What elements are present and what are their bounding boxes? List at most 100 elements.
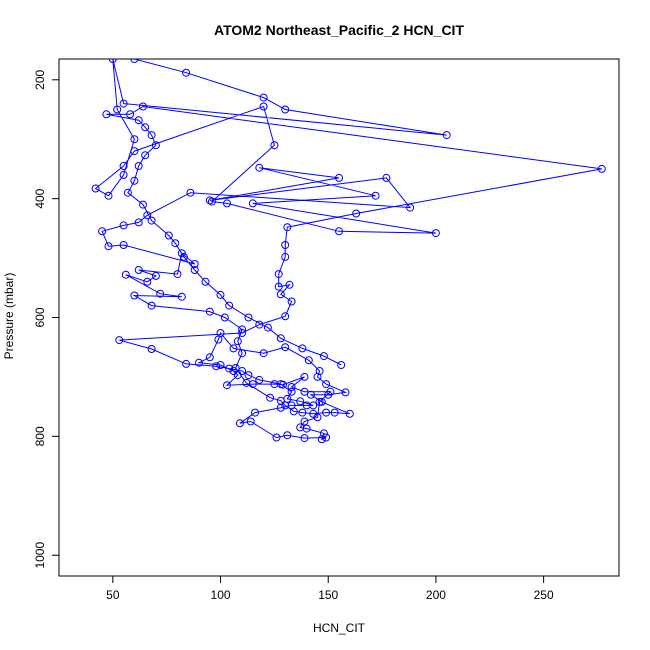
- data-point: [281, 252, 290, 261]
- data-point: [134, 116, 143, 125]
- data-point: [597, 164, 606, 173]
- data-point: [229, 367, 238, 375]
- data-point: [255, 375, 264, 384]
- data-point: [182, 359, 191, 368]
- data-point: [141, 123, 150, 132]
- data-point: [205, 353, 214, 362]
- data-point: [220, 313, 229, 322]
- data-point: [223, 199, 231, 208]
- data-point: [382, 173, 391, 182]
- y-tick-label: 600: [33, 307, 47, 327]
- data-point: [251, 408, 259, 417]
- y-axis-label: Pressure (mbar): [2, 273, 16, 360]
- data-point: [141, 151, 150, 160]
- data-point: [119, 162, 128, 170]
- data-point: [304, 356, 313, 365]
- data-point: [147, 345, 156, 353]
- data-point: [322, 408, 331, 417]
- data-point: [281, 241, 290, 249]
- data-point: [248, 199, 257, 208]
- data-point: [102, 110, 111, 119]
- data-point: [287, 383, 296, 391]
- data-point: [442, 131, 451, 140]
- data-point: [263, 323, 272, 332]
- data-point: [298, 344, 307, 353]
- data-point: [248, 380, 257, 389]
- data-point: [151, 271, 160, 280]
- y-axis: 200 400 600 800 1000: [33, 69, 59, 569]
- data-point: [130, 147, 139, 156]
- data-point: [274, 282, 283, 291]
- data-point: [322, 433, 331, 442]
- data-point: [190, 266, 199, 274]
- data-point: [123, 188, 132, 197]
- data-point: [272, 433, 281, 442]
- x-tick-label: 100: [211, 588, 231, 602]
- data-point: [281, 105, 290, 114]
- data-point: [276, 403, 285, 412]
- plot-frame: [58, 58, 620, 577]
- data-point: [229, 344, 238, 353]
- data-point: [287, 387, 296, 396]
- x-tick-label: 50: [106, 588, 120, 602]
- data-point: [134, 218, 143, 227]
- data-point: [130, 59, 139, 63]
- x-tick-label: 200: [426, 588, 446, 602]
- data-point: [238, 349, 247, 358]
- data-point: [406, 203, 415, 212]
- data-point: [246, 417, 255, 426]
- data-point: [345, 409, 354, 418]
- y-tick-label: 400: [33, 188, 47, 208]
- data-point: [307, 390, 315, 399]
- y-tick-label: 1000: [33, 542, 47, 569]
- data-point: [130, 176, 139, 185]
- data-point: [233, 371, 242, 380]
- data-point: [233, 337, 242, 346]
- data-point: [143, 211, 152, 220]
- data-point: [147, 301, 156, 310]
- data-point: [352, 209, 361, 218]
- data-point: [205, 307, 214, 316]
- data-point: [190, 260, 199, 268]
- data-point: [134, 162, 143, 170]
- data-point: [283, 394, 292, 403]
- data-point: [225, 301, 234, 310]
- data-point: [281, 312, 290, 321]
- data-point: [274, 270, 283, 279]
- data-point: [171, 239, 180, 248]
- data-point: [300, 387, 309, 396]
- data-point: [270, 380, 279, 389]
- data-point: [119, 241, 128, 249]
- data-point: [214, 335, 223, 344]
- data-point: [151, 141, 160, 150]
- data-point: [319, 352, 328, 361]
- data-point: [315, 397, 324, 406]
- y-tick-label: 200: [33, 69, 47, 89]
- data-point: [300, 417, 309, 426]
- data-point: [143, 277, 152, 286]
- data-point: [147, 131, 156, 140]
- data-point: [147, 216, 156, 225]
- data-point: [270, 141, 279, 150]
- data-point: [108, 59, 117, 63]
- data-point: [207, 197, 216, 206]
- data-point: [182, 68, 191, 77]
- data-point: [317, 397, 326, 406]
- data-point: [134, 266, 143, 274]
- data-point: [317, 435, 326, 444]
- data-point: [276, 334, 285, 343]
- data-point: [255, 163, 264, 172]
- data-point: [126, 110, 135, 119]
- data-point: [285, 280, 294, 289]
- data-point: [244, 313, 253, 322]
- data-point: [238, 367, 247, 375]
- data-point: [98, 227, 107, 236]
- x-axis: 50 100 150 200 250: [106, 576, 554, 602]
- data-point: [177, 292, 186, 301]
- data-point: [130, 135, 139, 144]
- data-point: [309, 401, 318, 410]
- data-point: [104, 191, 113, 200]
- data-point: [119, 170, 128, 179]
- data-point: [330, 408, 339, 417]
